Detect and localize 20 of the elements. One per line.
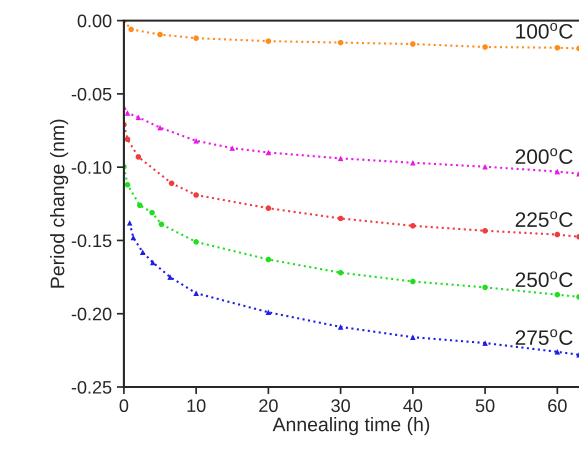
y-tick-label: -0.25 <box>72 380 112 394</box>
x-tick-label: 20 <box>259 399 278 412</box>
y-tick-label: -0.10 <box>72 161 112 174</box>
y-tick-label: -0.15 <box>72 234 112 248</box>
series-label: 200$^{o}$C <box>516 148 573 164</box>
series-label: 275$^{o}$C <box>516 329 573 346</box>
y-tick-label: -0.20 <box>72 308 112 320</box>
series-label: 100$^{o}$C <box>516 22 573 39</box>
x-tick-label: 40 <box>403 399 422 412</box>
y-axis-title: Period change (nm) <box>50 120 68 288</box>
x-axis-title: Annealing time (h) <box>272 417 430 436</box>
y-tick-label: -0.05 <box>72 88 112 101</box>
series-label: 225$^{o}$C <box>516 211 573 228</box>
series-label: 250$^{o}$C <box>516 271 573 288</box>
x-tick-label: 0 <box>120 399 128 412</box>
x-tick-label: 10 <box>187 399 206 412</box>
x-tick-label: 50 <box>476 399 494 412</box>
y-tick-label: 0.00 <box>78 14 112 28</box>
x-tick-label: 30 <box>331 399 350 412</box>
x-tick-label: 60 <box>548 399 567 412</box>
